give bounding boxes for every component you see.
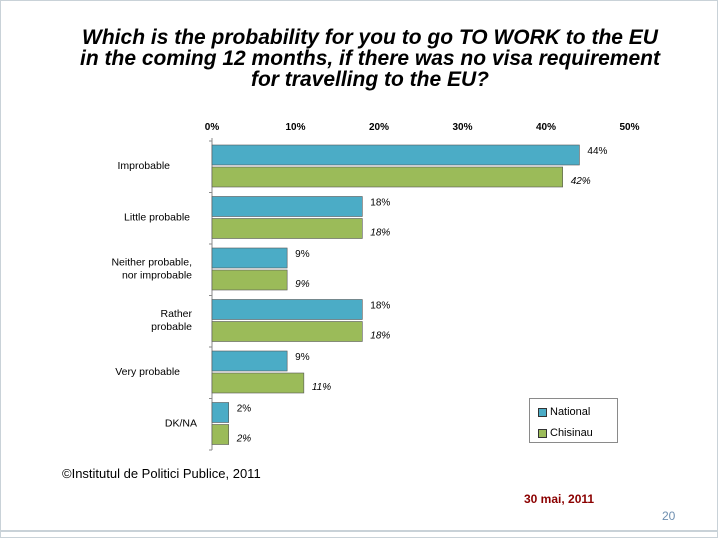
bar-national <box>211 144 580 166</box>
chart-legend: National Chisinau <box>529 398 618 443</box>
chart-title: Which is the probability for you to go T… <box>40 27 700 90</box>
category-label: DK/NA <box>165 417 197 429</box>
bar-national <box>211 196 363 217</box>
x-tick-label: 10% <box>285 122 305 133</box>
slide-date: 30 mai, 2011 <box>524 492 595 506</box>
legend-label-chisinau: Chisinau <box>550 427 593 439</box>
data-label-chisinau: 42% <box>571 176 591 187</box>
bar-chisinau <box>211 424 230 445</box>
data-label-chisinau: 2% <box>236 434 252 445</box>
bar-national <box>211 350 288 372</box>
bar-chisinau <box>211 218 363 239</box>
title-line-1: Which is the probability for you to go T… <box>82 26 658 49</box>
data-label-chisinau: 11% <box>312 382 331 393</box>
bar-national <box>211 299 363 320</box>
legend-label-national: National <box>550 406 591 418</box>
data-label-national: 18% <box>370 301 390 312</box>
category-label: Neither probable, nor improbable <box>111 256 192 281</box>
category-label: Improbable <box>117 160 170 172</box>
x-tick-label: 40% <box>536 122 556 133</box>
data-label-chisinau: 18% <box>370 331 390 342</box>
data-label-national: 18% <box>370 198 390 209</box>
data-label-national: 44% <box>587 146 607 157</box>
x-tick-label: 30% <box>452 122 472 133</box>
title-line-3: for travelling to the EU? <box>250 68 489 91</box>
data-label-chisinau: 9% <box>295 279 310 290</box>
legend-swatch-national <box>538 408 547 417</box>
title-line-2: in the coming 12 months, if there was no… <box>80 47 660 70</box>
category-label: Little probable <box>124 211 190 223</box>
page-number: 20 <box>662 509 676 523</box>
bar-chisinau <box>211 269 288 291</box>
x-tick-label: 0% <box>205 122 220 133</box>
bar-national <box>211 402 230 423</box>
bar-chisinau <box>211 372 305 394</box>
data-label-chisinau: 18% <box>370 228 390 239</box>
category-label: Very probable <box>115 366 180 378</box>
legend-swatch-chisinau <box>538 429 547 438</box>
data-label-national: 9% <box>295 249 310 260</box>
bar-chisinau <box>211 166 564 188</box>
x-tick-label: 50% <box>619 122 639 133</box>
bar-chisinau <box>211 321 363 342</box>
category-label: Rather probable <box>151 308 192 333</box>
data-label-national: 2% <box>237 404 252 415</box>
copyright-text: ©Institutul de Politici Publice, 2011 <box>62 466 261 481</box>
data-label-national: 9% <box>295 352 310 363</box>
x-tick-label: 20% <box>369 122 389 133</box>
bar-national <box>211 247 288 269</box>
footer-rule <box>0 530 718 532</box>
